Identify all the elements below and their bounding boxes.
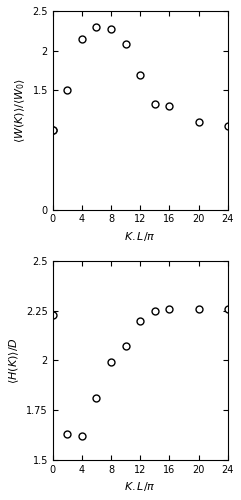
X-axis label: $K.L/\pi$: $K.L/\pi$ — [124, 480, 156, 493]
X-axis label: $K.L/\pi$: $K.L/\pi$ — [124, 230, 156, 243]
Y-axis label: $\langle H(K)\rangle/D$: $\langle H(K)\rangle/D$ — [7, 337, 20, 384]
Y-axis label: $\langle W(K)\rangle/\langle W_0\rangle$: $\langle W(K)\rangle/\langle W_0\rangle$ — [13, 78, 27, 143]
